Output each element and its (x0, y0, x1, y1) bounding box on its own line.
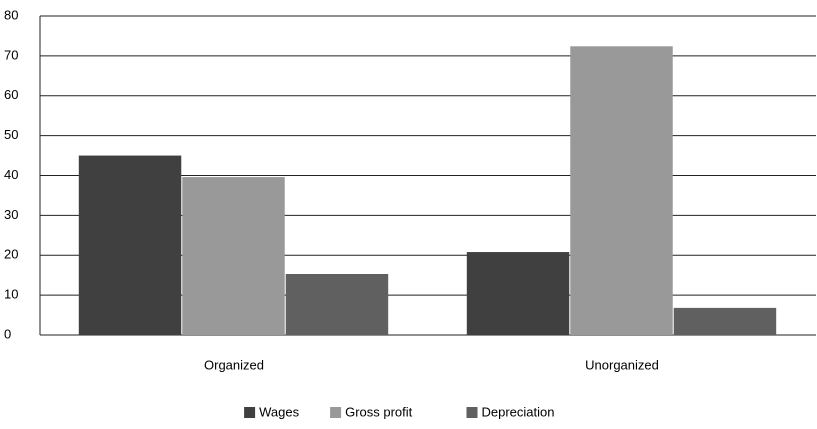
y-tick-label: 30 (4, 207, 18, 222)
y-tick-label: 10 (4, 287, 18, 302)
bar (285, 273, 389, 335)
bar (78, 155, 182, 335)
bar (466, 252, 570, 335)
legend-swatch (466, 407, 478, 418)
y-tick-label: 40 (4, 167, 18, 182)
y-tick-label: 0 (4, 326, 11, 341)
legend-swatch (244, 407, 256, 418)
y-tick-label: 50 (4, 127, 18, 142)
legend-label: Depreciation (482, 404, 555, 419)
y-tick-label: 60 (4, 87, 18, 102)
y-tick-label: 70 (4, 47, 18, 62)
legend-label: Wages (259, 404, 299, 419)
y-tick-label: 80 (4, 7, 18, 22)
bar (182, 177, 285, 335)
legend-swatch (330, 407, 342, 418)
bar (673, 307, 777, 335)
bar (570, 46, 673, 336)
legend-label: Gross profit (345, 404, 413, 419)
x-tick-label: Unorganized (585, 357, 659, 372)
x-tick-label: Organized (204, 357, 264, 372)
y-tick-label: 20 (4, 247, 18, 262)
